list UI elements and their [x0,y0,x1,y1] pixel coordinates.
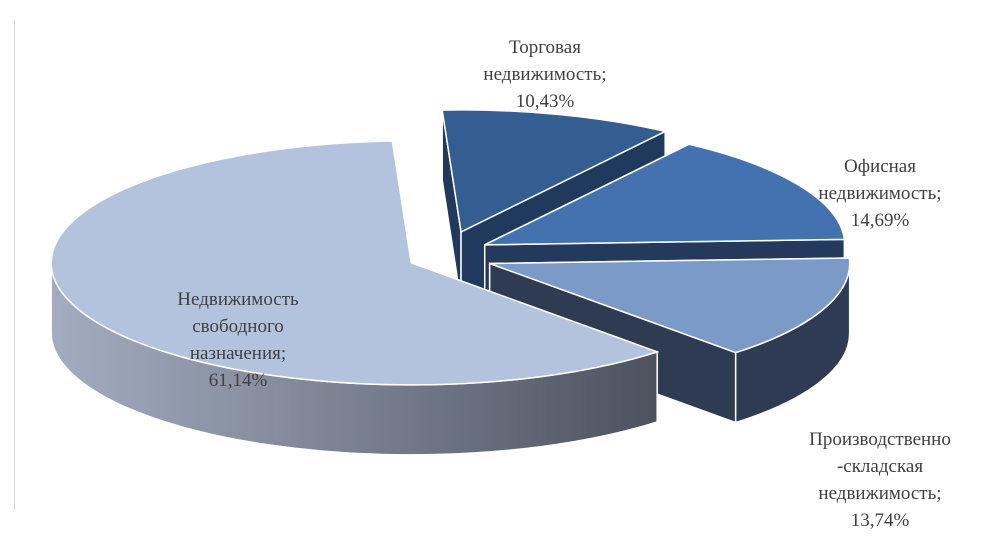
pie-slice-top [50,140,660,386]
data-label-slice-1: Торговая недвижимость; 10,43% [483,37,606,112]
data-label-slice-2: Офисная недвижимость; 14,69% [818,156,941,231]
pie-slice-top [441,109,668,234]
pie-slice-top [484,143,846,246]
data-label-slice-3: Производственно -складская недвижимость; 13… [809,429,951,531]
pie-slice-4 [50,140,660,456]
pie-slice-top [489,257,851,354]
chart-frame-line [14,20,15,510]
data-label-slice-4: Недвижимость свободного назначения; 61,14% [177,289,299,391]
